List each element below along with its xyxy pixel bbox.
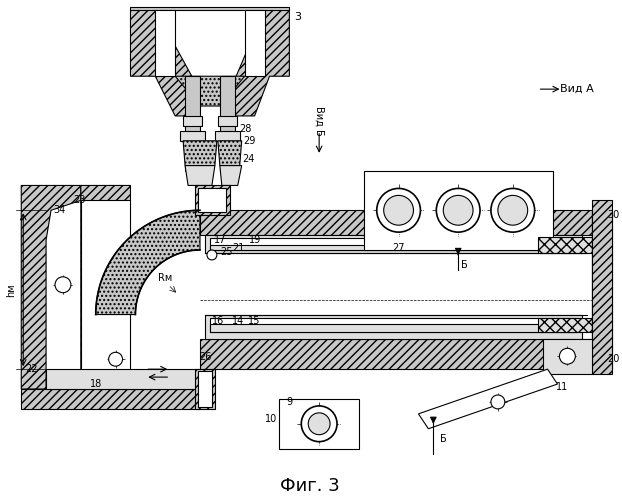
Text: Rм: Rм [158, 273, 172, 283]
Bar [195, 369, 215, 409]
Text: 18: 18 [90, 379, 102, 389]
Bar [205, 314, 582, 340]
Circle shape [301, 406, 337, 442]
Text: 22: 22 [25, 364, 37, 374]
Polygon shape [185, 166, 215, 186]
Text: 17: 17 [214, 235, 226, 245]
Bar [364, 170, 552, 250]
Polygon shape [542, 340, 592, 374]
Bar [210, 238, 577, 250]
Polygon shape [183, 141, 217, 166]
Text: 14: 14 [231, 316, 244, 326]
Polygon shape [180, 131, 205, 141]
Bar [198, 371, 212, 407]
Bar [200, 210, 592, 235]
Polygon shape [131, 6, 289, 10]
Polygon shape [131, 10, 200, 116]
Circle shape [109, 352, 123, 366]
Bar [210, 245, 577, 250]
Bar [537, 237, 592, 253]
Bar [210, 318, 577, 332]
Bar [537, 318, 592, 332]
Bar [198, 188, 226, 212]
Text: 20: 20 [607, 354, 620, 364]
Polygon shape [215, 131, 239, 141]
Text: 23: 23 [73, 196, 85, 205]
Text: Вид Б: Вид Б [314, 106, 324, 136]
Text: 15: 15 [248, 316, 261, 326]
Polygon shape [244, 10, 264, 76]
Polygon shape [185, 76, 200, 170]
Bar [592, 200, 612, 374]
Text: 10: 10 [265, 414, 277, 424]
Text: Б: Б [461, 260, 468, 270]
Text: 27: 27 [392, 243, 405, 253]
Text: 11: 11 [555, 382, 568, 392]
Bar [205, 235, 582, 253]
Polygon shape [156, 10, 175, 76]
Circle shape [207, 250, 217, 260]
Text: 24: 24 [243, 154, 255, 164]
Polygon shape [220, 76, 234, 170]
Polygon shape [592, 235, 609, 344]
Text: 9: 9 [286, 397, 292, 407]
Text: 26: 26 [199, 352, 211, 362]
Text: 29: 29 [244, 136, 256, 146]
Circle shape [491, 188, 535, 232]
Circle shape [491, 395, 505, 409]
Polygon shape [21, 389, 200, 409]
Text: 25: 25 [220, 247, 233, 257]
Polygon shape [279, 399, 359, 448]
Polygon shape [195, 186, 230, 215]
Circle shape [498, 196, 527, 225]
Text: 19: 19 [248, 235, 261, 245]
Text: 21: 21 [232, 243, 244, 253]
Text: 34: 34 [53, 206, 65, 216]
Polygon shape [46, 369, 200, 389]
Text: hм: hм [6, 283, 16, 296]
Text: Б: Б [440, 434, 447, 444]
Text: Фиг. 3: Фиг. 3 [281, 478, 340, 496]
Bar [210, 324, 577, 332]
Circle shape [384, 196, 414, 225]
Text: 30: 30 [607, 210, 620, 220]
Circle shape [559, 348, 575, 364]
Bar [200, 340, 592, 369]
Circle shape [436, 188, 480, 232]
Circle shape [309, 413, 330, 434]
Polygon shape [419, 369, 557, 428]
Text: 28: 28 [239, 124, 252, 134]
Polygon shape [21, 186, 81, 389]
Polygon shape [96, 210, 200, 314]
Polygon shape [183, 116, 202, 126]
Polygon shape [175, 76, 244, 106]
Polygon shape [220, 166, 242, 186]
Text: Вид А: Вид А [560, 84, 594, 94]
Polygon shape [218, 116, 237, 126]
Text: 3: 3 [294, 12, 301, 22]
Circle shape [443, 196, 473, 225]
Polygon shape [592, 210, 612, 369]
Circle shape [55, 277, 71, 292]
Polygon shape [218, 141, 242, 166]
Circle shape [377, 188, 420, 232]
Polygon shape [81, 200, 131, 389]
Polygon shape [230, 10, 289, 116]
Text: 16: 16 [211, 316, 224, 326]
Polygon shape [81, 186, 131, 389]
